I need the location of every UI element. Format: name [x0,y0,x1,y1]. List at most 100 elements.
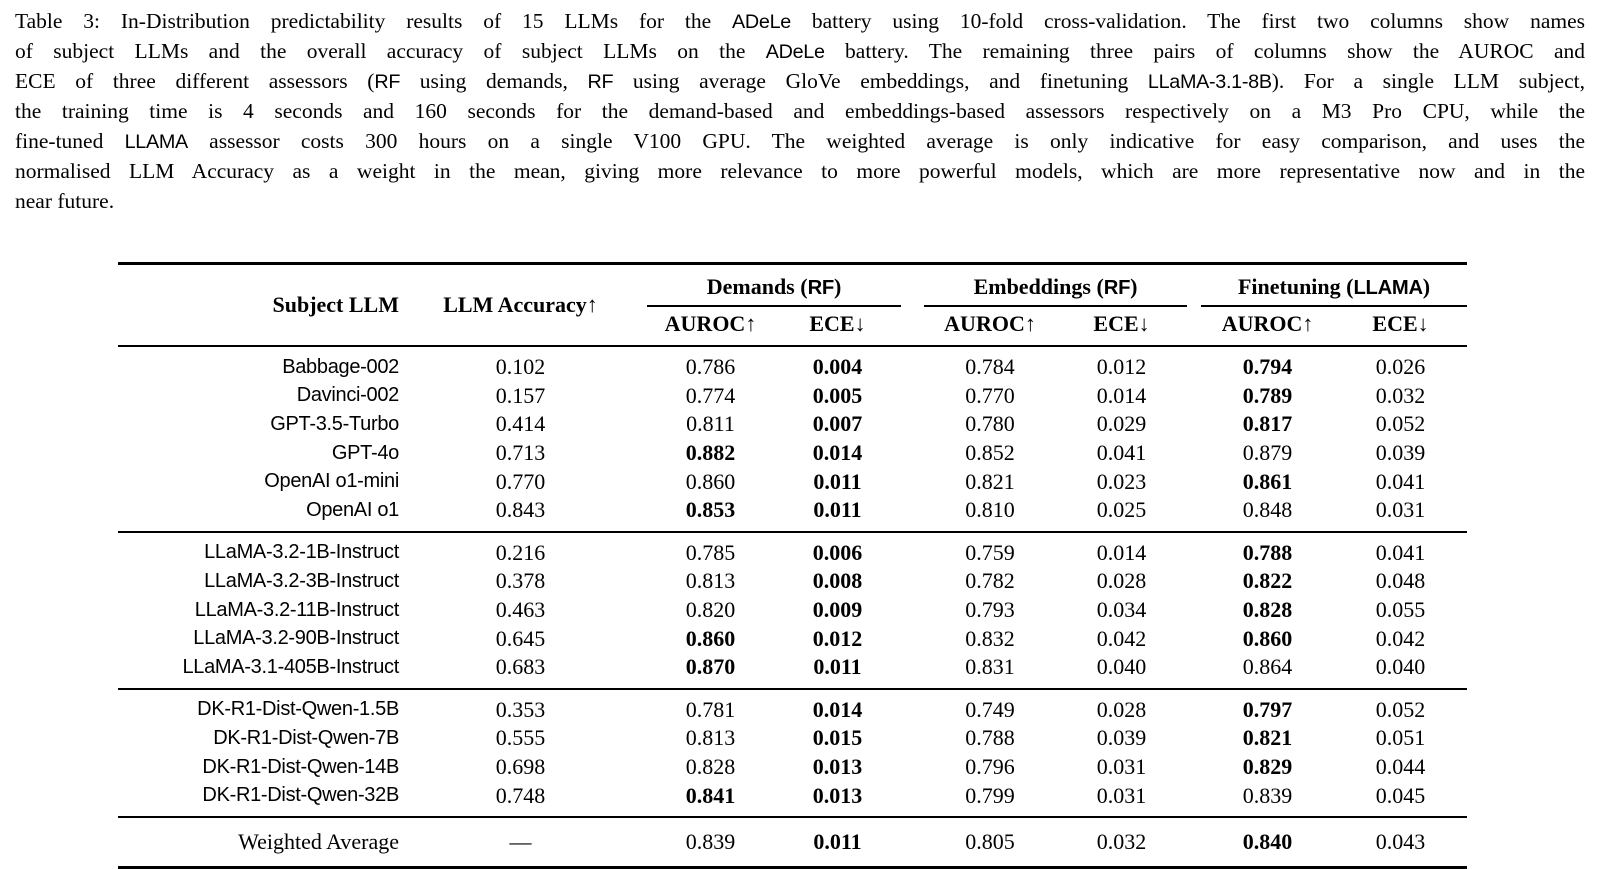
cell-model-name: DK-R1-Dist-Qwen-14B [202,755,399,778]
caption-segment: using demands, [400,69,588,93]
cell-model-name: Davinci-002 [296,384,400,407]
cell-value: 0.780 [965,411,1015,437]
caption-segment: ECE of three different assessors ( [15,69,375,93]
column-spacer [628,653,647,689]
cell-value: 0.216 [413,530,628,568]
cell-value: 0.041 [1096,440,1147,466]
column-spacer [628,815,647,868]
caption-line: of subject LLMs and the overall accuracy… [15,36,1585,66]
cell-value: 0.840 [1201,815,1335,868]
column-spacer [1187,382,1201,411]
cell-value: 0.796 [965,754,1015,780]
column-spacer [1187,815,1202,868]
cell-value: 0.051 [1375,725,1426,751]
cell-value: 0.157 [495,382,546,408]
column-spacer [1187,567,1201,596]
cell-model-name: DK-R1-Dist-Qwen-32B [202,784,399,807]
cell-value: 0.378 [495,568,546,594]
cell-model-name: LLaMA-3.1-405B-Instruct [182,655,399,678]
cell-value: 0.040 [1375,654,1426,680]
caption-segment: of subject LLMs and the overall accuracy… [15,39,766,63]
table-row: GPT-3.5-Turbo 0.414 0.811 0.007 0.780 0.029 0.… [118,410,1467,439]
cell-value: 0.040 [1096,654,1147,680]
group-header-text: RF [807,277,835,299]
cell-value: 0.052 [1375,411,1426,437]
header-llm-accuracy: LLM Accuracy↑ [413,263,628,347]
cell-value: 0.748 [495,782,546,808]
column-spacer [628,530,647,568]
table-row: LLaMA-3.2-11B-Instruct 0.463 0.820 0.009 0.7… [118,596,1467,625]
cell-value: 0.813 [685,568,736,594]
cell-value: 0.042 [1096,625,1147,651]
cell-value: 0.781 [647,687,774,725]
cell-value: 0.011 [774,815,902,868]
caption-segment: ADeLe [732,11,791,33]
cell-model-name: Babbage-002 [118,345,413,382]
table-row: LLaMA-3.1-405B-Instruct 0.683 0.870 0.011 0.… [118,653,1467,689]
footer-row: Weighted Average — 0.839 0.011 0.805 0.032 0.8… [118,815,1468,868]
caption-line: normalised LLM Accuracy as a weight in t… [15,156,1585,186]
cell-value: 0.789 [1242,382,1293,408]
caption-segment: near future. [15,189,115,213]
column-spacer [628,724,647,753]
table-row: DK-R1-Dist-Qwen-7B 0.555 0.813 0.015 0.788 0.… [118,724,1467,753]
caption-segment: battery using 10-fold cross-validation. … [790,9,1585,33]
table-row: OpenAI o1 0.843 0.853 0.011 0.810 0.025 0.848 0… [118,496,1467,532]
column-spacer [901,530,925,568]
column-spacer [901,410,924,439]
cell-value: 0.028 [1056,687,1188,725]
table-row: LLaMA-3.2-3B-Instruct 0.378 0.813 0.008 0.78… [118,567,1467,596]
column-spacer [901,382,924,411]
cell-value: 0.848 [1242,497,1293,523]
cell-model-name: OpenAI o1-mini [264,470,399,493]
cell-value: 0.811 [686,411,735,437]
column-spacer [901,306,925,347]
column-spacer [628,467,647,496]
column-spacer [1187,596,1201,625]
cell-value: 0.788 [1201,530,1335,568]
caption-line: the training time is 4 seconds and 160 s… [15,96,1585,126]
cell-value: 0.786 [647,345,774,382]
cell-value: 0.044 [1375,754,1426,780]
header-row-metrics: AUROC↑ ECE↓ AUROC↑ ECE↓ AUROC↑ ECE↓ [118,306,1468,347]
column-spacer [901,687,925,725]
group-header-text: ) [1130,274,1138,299]
cell-value: 0.821 [1242,725,1293,751]
caption-segment: LLaMA-3.1-8B [1147,71,1272,93]
cell-value: 0.012 [1056,345,1188,382]
cell-value: 0.813 [685,725,736,751]
cell-value: 0.353 [413,687,628,725]
column-spacer [628,781,647,817]
cell-value: 0.025 [1096,497,1147,523]
cell-value: 0.828 [685,754,736,780]
column-spacer [628,410,647,439]
cell-value: 0.839 [647,815,774,868]
group-header-text: LLAMA [1353,277,1423,299]
cell-value: 0.810 [965,497,1015,523]
table-row: DK-R1-Dist-Qwen-14B 0.698 0.828 0.013 0.796 0… [118,753,1467,782]
column-spacer [901,781,924,817]
column-spacer [1187,306,1202,347]
column-spacer [901,567,924,596]
column-spacer [901,264,924,307]
column-spacer [628,567,647,596]
subheader-auroc-embeddings: AUROC↑ [924,306,1057,347]
table-body: Babbage-002 0.102 0.786 0.004 0.784 0.012 0.79… [118,345,1468,868]
header-row-groups: Subject LLM LLM Accuracy↑ Demands (RF) E… [118,263,1468,347]
cell-model-name: GPT-4o [331,441,399,464]
cell-value: 0.797 [1201,687,1335,725]
cell-model-name: LLaMA-3.2-90B-Instruct [193,627,399,650]
cell-model-name: LLaMA-3.2-1B-Instruct [118,530,413,568]
cell-value: 0.774 [685,382,736,408]
column-spacer [1187,653,1201,689]
caption-line: fine-tuned LLAMA assessor costs 300 hour… [15,126,1585,156]
caption-segment: the training time is 4 seconds and 160 s… [15,99,1585,123]
caption-segment: using average GloVe embeddings, and fine… [613,69,1148,93]
cell-value: 0.026 [1334,345,1468,382]
cell-value: 0.463 [495,597,546,623]
column-spacer [901,815,925,868]
table-row: OpenAI o1-mini 0.770 0.860 0.011 0.821 0.023 0… [118,467,1467,496]
cell-value: 0.042 [1375,625,1426,651]
column-spacer [901,653,924,689]
caption-segment: RF [374,71,401,93]
